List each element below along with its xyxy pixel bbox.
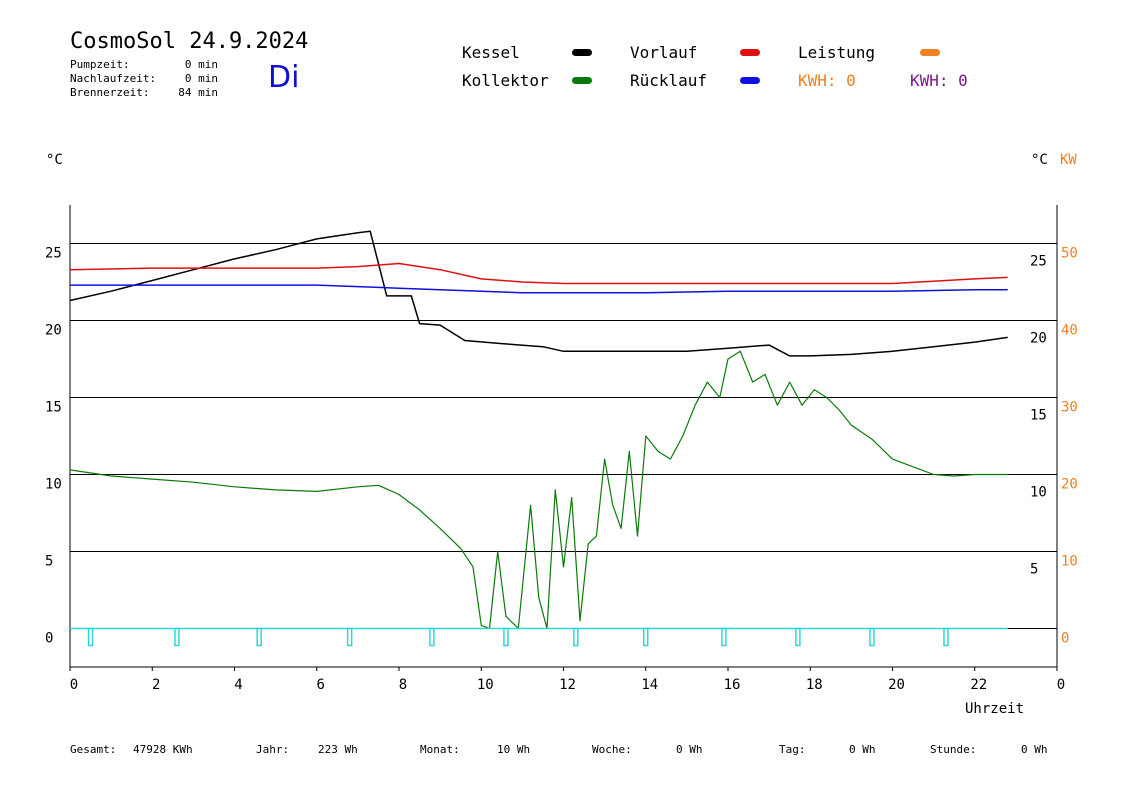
stat-value-brennerzeit: 84 min (178, 86, 218, 99)
pump-marker (943, 627, 949, 647)
legend-kwh-orange: KWH: 0 (798, 71, 856, 90)
y-left-tick-label: 10 (45, 477, 62, 493)
y-right2-tick-label: 50 (1061, 246, 1078, 262)
y-left-unit: °C (46, 152, 63, 168)
legend-kessel-label: Kessel (462, 43, 520, 62)
legend-kwh-purple: KWH: 0 (910, 71, 968, 90)
legend-ruecklauf-swatch (740, 77, 760, 84)
x-tick-label: 22 (970, 677, 987, 693)
x-tick-label: 0 (1057, 677, 1065, 693)
footer-value-tag: 0 Wh (849, 743, 876, 756)
footer-label-jahr: Jahr: (256, 743, 290, 756)
footer-label-woche: Woche: (592, 743, 632, 756)
stat-label-pumpzeit: Pumpzeit: (70, 58, 130, 71)
x-tick-label: 18 (806, 677, 823, 693)
x-tick-label: 20 (888, 677, 905, 693)
y-right-tick-label: 25 (1030, 254, 1047, 270)
pump-marker (869, 627, 875, 647)
y-right-tick-label: 10 (1030, 485, 1047, 501)
pump-marker (721, 627, 727, 647)
y-left-tick-label: 15 (45, 400, 62, 416)
footer-label-tag: Tag: (779, 743, 806, 756)
x-axis-label: Uhrzeit (965, 701, 1025, 717)
pump-marker (346, 627, 353, 647)
pump-marker (795, 627, 801, 647)
pump-marker (503, 627, 509, 647)
legend-ruecklauf-label: Rücklauf (630, 71, 708, 90)
page-title: CosmoSol 24.9.2024 (70, 29, 309, 54)
stat-label-brennerzeit: Brennerzeit: (70, 86, 150, 99)
y-right-tick-label: 15 (1030, 408, 1047, 424)
pump-marker (87, 627, 94, 647)
footer-value-monat: 10 Wh (497, 743, 531, 756)
legend-leistung-label: Leistung (798, 43, 876, 62)
footer-label-gesamt: Gesamt: (70, 743, 117, 756)
footer-label-monat: Monat: (420, 743, 460, 756)
footer-value-jahr: 223 Wh (318, 743, 358, 756)
series-line-vorlauf (69, 262, 1008, 285)
x-tick-label: 8 (399, 677, 407, 693)
x-tick-label: 16 (724, 677, 741, 693)
legend-vorlauf-swatch (740, 49, 760, 56)
y-right-tick-label: 20 (1030, 331, 1047, 347)
x-tick-label: 14 (641, 677, 658, 693)
y-left-tick-label: 20 (45, 323, 62, 339)
y-right2-tick-label: 20 (1061, 477, 1078, 493)
x-tick-label: 10 (477, 677, 494, 693)
x-tick-label: 12 (559, 677, 576, 693)
legend-vorlauf-label: Vorlauf (630, 43, 698, 62)
weekday-label: Di (268, 60, 300, 95)
stat-label-nachlaufzeit: Nachlaufzeit: (70, 72, 157, 85)
footer-value-stunde: 0 Wh (1021, 743, 1048, 756)
pump-marker (429, 627, 435, 647)
y-right2-tick-label: 40 (1061, 323, 1078, 339)
legend-kessel-swatch (572, 49, 592, 56)
footer-label-stunde: Stunde: (930, 743, 977, 756)
footer-value-gesamt: 47928 KWh (133, 743, 193, 756)
series-line-kollektor (69, 350, 1008, 630)
y-right2-tick-label: 0 (1061, 631, 1069, 647)
series-line-kessel (69, 230, 1008, 357)
y-right-unit: °C (1031, 152, 1048, 168)
pump-marker (256, 627, 262, 647)
x-tick-label: 6 (317, 677, 325, 693)
y-right2-tick-label: 30 (1061, 400, 1078, 416)
x-tick-label: 4 (234, 677, 242, 693)
stat-value-pumpzeit: 0 min (184, 58, 218, 71)
legend-kollektor-label: Kollektor (462, 71, 549, 90)
y-left-tick-label: 0 (45, 631, 53, 647)
footer-value-woche: 0 Wh (676, 743, 703, 756)
pump-marker (174, 627, 180, 647)
legend-leistung-swatch (920, 49, 940, 56)
stat-value-nachlaufzeit: 0 min (184, 72, 218, 85)
y-right-tick-label: 5 (1030, 562, 1038, 578)
pump-marker (573, 627, 579, 647)
y-left-tick-label: 25 (45, 246, 62, 262)
series-line-ruecklauf (70, 284, 1008, 294)
legend-kollektor-swatch (572, 77, 592, 84)
x-tick-label: 2 (152, 677, 160, 693)
y-right2-unit: KW (1060, 152, 1077, 168)
y-right2-tick-label: 10 (1061, 554, 1078, 570)
pump-marker (643, 627, 649, 647)
y-left-tick-label: 5 (45, 554, 53, 570)
x-tick-label: 0 (70, 677, 78, 693)
